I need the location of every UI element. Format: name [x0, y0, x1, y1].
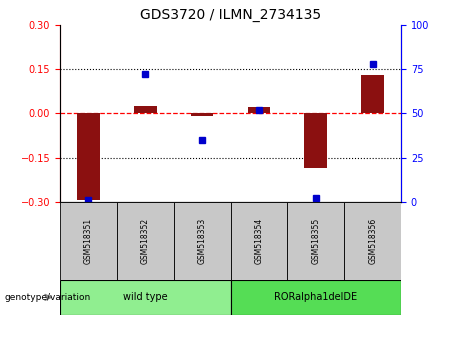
- Bar: [60, 202, 117, 280]
- Text: GSM518354: GSM518354: [254, 218, 263, 264]
- Title: GDS3720 / ILMN_2734135: GDS3720 / ILMN_2734135: [140, 8, 321, 22]
- Text: GSM518352: GSM518352: [141, 218, 150, 264]
- Text: GSM518351: GSM518351: [84, 218, 93, 264]
- Bar: [174, 202, 230, 280]
- Bar: [287, 202, 344, 280]
- Text: GSM518356: GSM518356: [368, 218, 377, 264]
- Text: RORalpha1delDE: RORalpha1delDE: [274, 292, 357, 302]
- Bar: [304, 113, 327, 168]
- Bar: [191, 113, 213, 116]
- Text: GSM518355: GSM518355: [311, 218, 320, 264]
- Bar: [344, 202, 401, 280]
- Bar: [77, 113, 100, 200]
- Text: GSM518353: GSM518353: [198, 218, 207, 264]
- Bar: [60, 280, 230, 315]
- Bar: [134, 106, 157, 113]
- Bar: [248, 107, 270, 113]
- Text: genotype/variation: genotype/variation: [5, 293, 91, 302]
- Bar: [230, 280, 401, 315]
- Text: wild type: wild type: [123, 292, 167, 302]
- Bar: [117, 202, 174, 280]
- Bar: [230, 202, 287, 280]
- Bar: [361, 75, 384, 113]
